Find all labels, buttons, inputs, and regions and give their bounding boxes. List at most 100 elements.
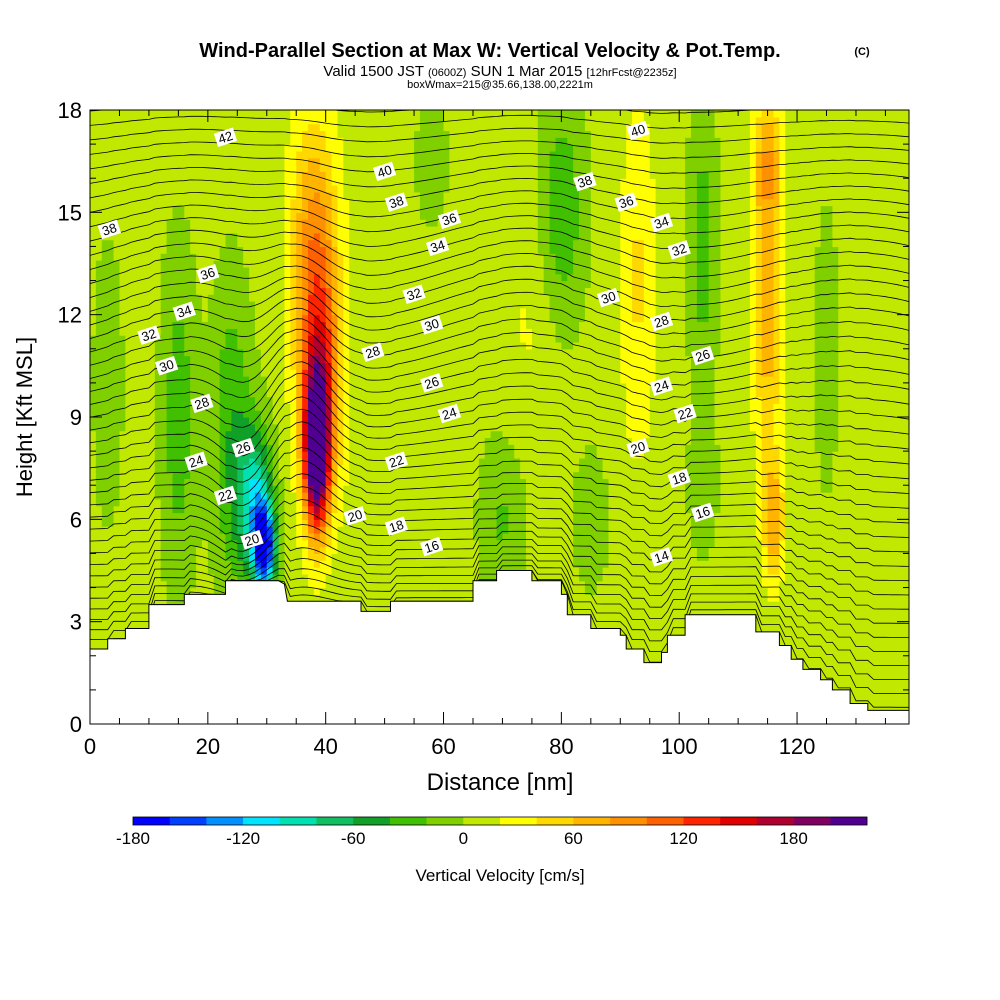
w-cell	[201, 280, 209, 288]
w-cell	[284, 410, 291, 418]
w-cell	[390, 123, 397, 132]
w-cell	[337, 232, 344, 241]
w-cell	[484, 396, 492, 404]
w-cell	[95, 389, 103, 398]
w-cell	[101, 376, 109, 384]
w-cell	[472, 185, 480, 193]
w-cell	[113, 553, 121, 561]
w-cell	[272, 314, 280, 323]
w-cell	[419, 478, 427, 486]
w-cell	[419, 116, 427, 125]
w-cell	[119, 471, 126, 479]
w-cell	[137, 362, 144, 370]
w-cell	[207, 587, 215, 595]
w-cell	[213, 280, 221, 288]
w-cell	[119, 116, 126, 125]
w-cell	[378, 594, 386, 602]
w-cell	[384, 505, 392, 514]
w-cell	[308, 341, 315, 350]
w-cell	[113, 130, 121, 138]
w-cell	[319, 573, 327, 582]
w-cell	[284, 594, 291, 602]
w-cell	[484, 144, 492, 152]
w-cell	[284, 403, 291, 411]
w-cell	[154, 301, 162, 309]
w-cell	[249, 546, 256, 555]
w-cell	[443, 539, 451, 548]
w-cell	[166, 539, 174, 548]
w-cell	[384, 512, 392, 520]
w-cell	[113, 546, 121, 555]
w-cell	[266, 451, 274, 459]
w-cell	[284, 389, 291, 398]
w-cell	[396, 369, 403, 377]
w-cell	[296, 225, 303, 234]
w-cell	[461, 478, 468, 486]
w-cell	[143, 594, 150, 602]
w-cell	[243, 307, 250, 316]
w-cell	[148, 294, 156, 302]
w-cell	[419, 444, 427, 452]
w-cell	[355, 382, 362, 391]
w-cell	[361, 116, 368, 125]
w-cell	[148, 512, 156, 520]
w-cell	[349, 144, 356, 152]
w-cell	[419, 191, 427, 200]
w-cell	[249, 335, 256, 343]
w-cell	[290, 505, 297, 514]
w-cell	[414, 410, 421, 418]
w-cell	[166, 137, 174, 145]
w-cell	[249, 355, 256, 364]
w-cell	[372, 178, 380, 186]
w-cell	[137, 321, 144, 329]
w-cell	[302, 567, 309, 575]
w-cell	[284, 546, 291, 555]
w-cell	[461, 573, 468, 582]
w-cell	[107, 150, 115, 159]
w-cell	[437, 396, 445, 404]
w-cell	[243, 512, 250, 520]
w-cell	[143, 614, 150, 623]
w-cell	[107, 451, 115, 459]
w-cell	[266, 246, 274, 254]
w-cell	[372, 294, 380, 302]
w-cell	[449, 485, 456, 493]
w-cell	[272, 130, 280, 138]
w-cell	[207, 362, 215, 370]
w-cell	[455, 110, 462, 118]
w-cell	[355, 423, 362, 432]
w-cell	[166, 191, 174, 200]
w-cell	[343, 492, 350, 500]
w-cell	[190, 539, 197, 548]
w-cell	[172, 294, 179, 302]
w-cell	[396, 532, 403, 541]
w-cell	[478, 314, 486, 323]
w-cell	[355, 266, 362, 275]
w-cell	[166, 410, 174, 418]
w-cell	[325, 280, 333, 288]
w-cell	[313, 253, 321, 261]
w-cell	[254, 410, 262, 418]
w-cell	[137, 246, 144, 254]
w-cell	[472, 212, 480, 220]
w-cell	[219, 451, 227, 459]
w-cell	[260, 164, 268, 172]
w-cell	[154, 553, 162, 561]
w-cell	[190, 580, 197, 589]
w-cell	[308, 560, 315, 568]
w-cell	[278, 185, 286, 193]
w-cell	[455, 266, 462, 275]
w-cell	[95, 198, 103, 207]
w-cell	[190, 314, 197, 323]
w-cell	[143, 355, 150, 364]
w-cell	[443, 191, 451, 200]
w-cell	[355, 260, 362, 268]
w-cell	[478, 246, 486, 254]
w-cell	[196, 280, 203, 288]
w-cell	[425, 451, 433, 459]
w-cell	[143, 157, 150, 166]
w-cell	[361, 219, 368, 227]
w-cell	[131, 532, 138, 541]
w-cell	[178, 587, 185, 595]
w-cell	[308, 321, 315, 329]
